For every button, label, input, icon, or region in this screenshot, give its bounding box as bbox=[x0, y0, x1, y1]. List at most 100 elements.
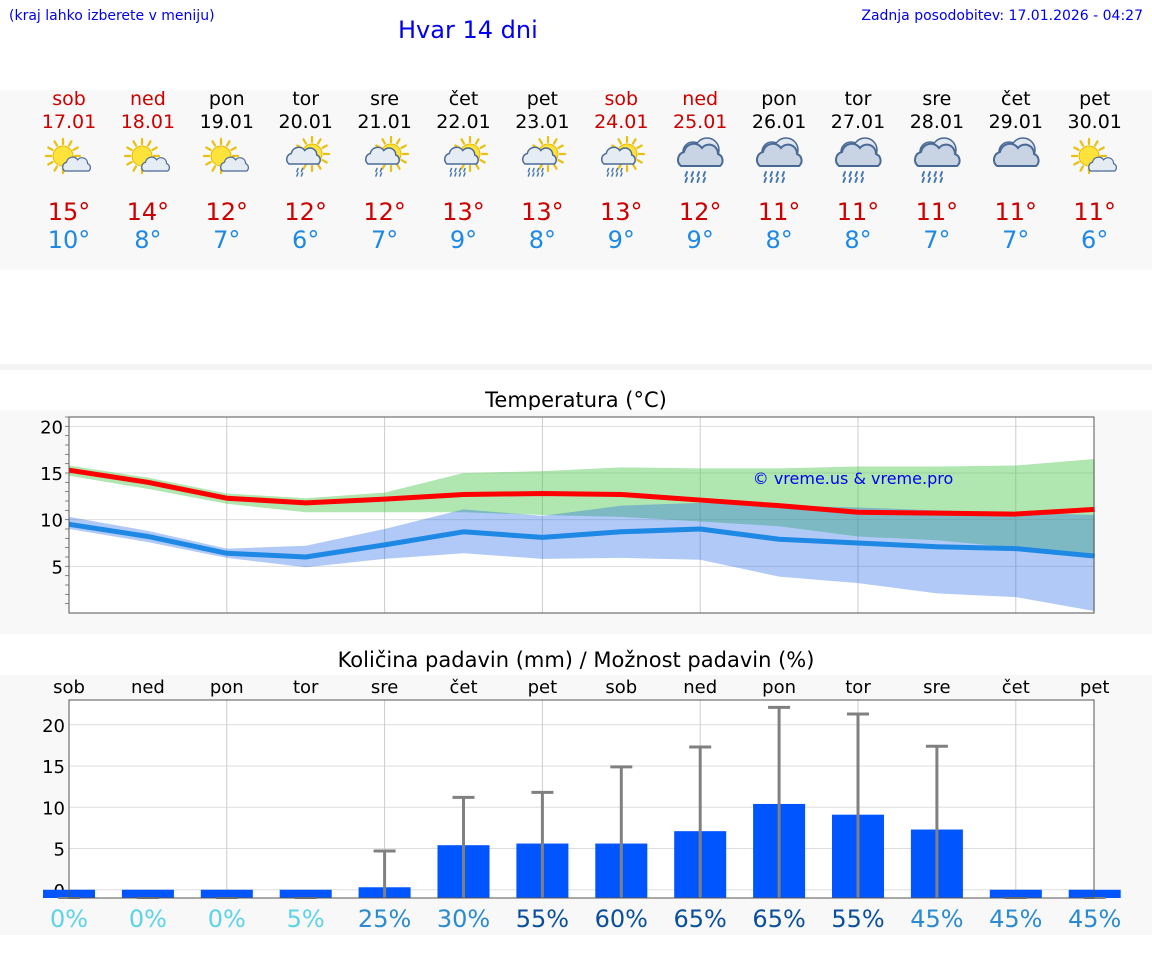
day-name: sre bbox=[370, 88, 400, 110]
min-temperature: 9° bbox=[686, 226, 714, 254]
precipitation-probability: 60% bbox=[595, 905, 648, 933]
max-temperature-band bbox=[69, 459, 1095, 557]
max-temperature: 11° bbox=[1073, 198, 1116, 226]
day-name: sre bbox=[922, 88, 952, 110]
x-category-label: sob bbox=[53, 677, 85, 698]
day-name: sob bbox=[52, 88, 86, 110]
max-temperature: 11° bbox=[757, 198, 801, 226]
sun-cloud-rain-icon bbox=[601, 136, 646, 177]
x-category-label: tor bbox=[845, 677, 871, 698]
precipitation-probability: 45% bbox=[989, 905, 1042, 933]
precipitation-bar bbox=[200, 889, 253, 898]
y-tick-label: 10 bbox=[42, 798, 65, 819]
precipitation-probability: 55% bbox=[516, 905, 569, 933]
precipitation-probability: 45% bbox=[1068, 905, 1121, 933]
y-tick-label: 15 bbox=[40, 464, 63, 485]
day-date: 22.01 bbox=[436, 111, 491, 133]
cloud-rain-icon bbox=[835, 137, 882, 183]
min-temperature: 7° bbox=[923, 226, 951, 254]
day-date: 20.01 bbox=[278, 111, 333, 133]
precipitation-probability: 45% bbox=[910, 905, 963, 933]
precipitation-error-bar bbox=[847, 712, 869, 898]
location-menu-hint[interactable]: (kraj lahko izberete v meniju) bbox=[9, 8, 215, 24]
x-category-label: pon bbox=[210, 677, 244, 698]
day-date: 17.01 bbox=[41, 111, 97, 133]
y-tick-label: 20 bbox=[42, 716, 65, 737]
day-name: tor bbox=[844, 88, 872, 110]
sun-cloud-icon bbox=[1070, 137, 1117, 175]
min-temperature: 7° bbox=[213, 226, 241, 254]
x-category-label: pet bbox=[528, 677, 558, 698]
cloud-icon bbox=[992, 137, 1040, 167]
forecast-strip bbox=[0, 90, 1152, 270]
page-title: Hvar 14 dni bbox=[398, 16, 538, 44]
cloud-rain-icon bbox=[756, 137, 803, 183]
y-tick-label: 20 bbox=[40, 417, 63, 438]
day-date: 25.01 bbox=[672, 111, 728, 133]
day-date: 27.01 bbox=[830, 111, 886, 133]
precipitation-probability: 5% bbox=[287, 905, 325, 933]
precipitation-probability: 0% bbox=[208, 905, 246, 933]
day-name: čet bbox=[448, 88, 479, 110]
precipitation-probability: 25% bbox=[358, 905, 411, 933]
max-temperature: 12° bbox=[678, 198, 722, 226]
max-temperature: 11° bbox=[994, 198, 1038, 226]
min-temperature: 6° bbox=[292, 226, 320, 254]
x-category-label: ned bbox=[683, 677, 717, 698]
day-date: 30.01 bbox=[1067, 111, 1122, 133]
day-name: pet bbox=[526, 88, 558, 110]
y-tick-label: 5 bbox=[54, 840, 65, 861]
day-name: čet bbox=[1001, 88, 1031, 110]
precipitation-error-bar bbox=[925, 744, 948, 898]
day-date: 21.01 bbox=[357, 111, 412, 133]
min-temperature-line bbox=[68, 521, 1095, 560]
x-category-label: pet bbox=[1080, 677, 1110, 698]
sun-cloud-rain-icon bbox=[443, 136, 488, 177]
x-category-label: čet bbox=[1002, 677, 1030, 698]
min-temperature: 8° bbox=[528, 226, 557, 254]
max-temperature: 12° bbox=[363, 198, 406, 226]
cloud-rain-icon bbox=[677, 137, 724, 183]
y-tick-label: 15 bbox=[42, 757, 65, 778]
x-category-label: pon bbox=[762, 677, 796, 698]
max-temperature: 12° bbox=[284, 198, 327, 226]
min-temperature: 9° bbox=[607, 226, 635, 254]
min-temperature: 8° bbox=[134, 226, 162, 254]
precipitation-probability: 0% bbox=[129, 905, 167, 933]
precipitation-probability: 65% bbox=[752, 905, 805, 933]
x-category-label: sre bbox=[923, 677, 950, 698]
max-temperature: 13° bbox=[521, 198, 564, 226]
max-temperature-line bbox=[68, 467, 1095, 517]
precipitation-probability: 0% bbox=[50, 905, 88, 933]
precipitation-error-bar bbox=[610, 765, 633, 898]
watermark: © vreme.us & vreme.pro bbox=[753, 469, 954, 488]
min-temperature: 7° bbox=[370, 226, 399, 254]
precipitation-bar bbox=[121, 889, 174, 898]
max-temperature: 15° bbox=[47, 198, 91, 226]
precipitation-error-bar bbox=[689, 745, 712, 898]
sun-cloud-light-rain-icon bbox=[364, 136, 409, 177]
x-category-label: čet bbox=[449, 677, 477, 698]
sun-cloud-icon bbox=[44, 137, 91, 175]
max-temperature: 13° bbox=[442, 198, 485, 226]
y-tick-label: 10 bbox=[40, 511, 63, 532]
sun-cloud-rain-icon bbox=[522, 136, 567, 177]
day-date: 26.01 bbox=[751, 111, 807, 133]
y-tick-label: 5 bbox=[52, 557, 63, 578]
sun-cloud-icon bbox=[202, 137, 249, 175]
precipitation-error-bar bbox=[531, 790, 554, 898]
min-temperature-band bbox=[69, 502, 1095, 612]
day-date: 29.01 bbox=[988, 111, 1043, 133]
day-name: pon bbox=[208, 88, 245, 110]
temperature-chart-title: Temperatura (°C) bbox=[485, 388, 667, 412]
cloud-rain-icon bbox=[913, 137, 961, 183]
max-temperature: 11° bbox=[836, 198, 880, 226]
precipitation-error-bar bbox=[768, 705, 791, 898]
sun-cloud-light-rain-icon bbox=[285, 136, 330, 177]
min-temperature: 8° bbox=[765, 226, 793, 254]
separator bbox=[0, 364, 1152, 370]
precipitation-probability: 65% bbox=[674, 905, 727, 933]
day-name: tor bbox=[292, 88, 320, 110]
precipitation-probability: 30% bbox=[437, 905, 490, 933]
